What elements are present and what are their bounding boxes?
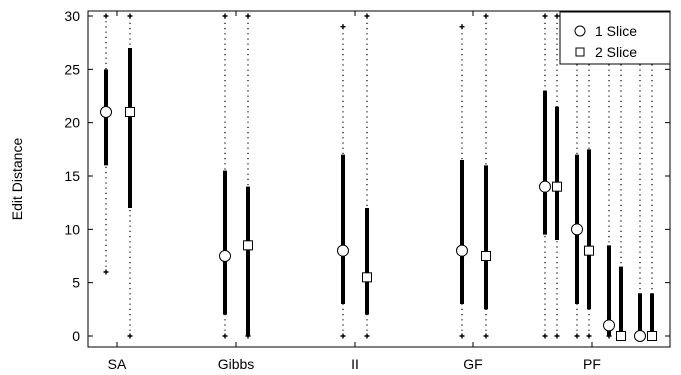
- x-tick-label: II: [351, 356, 359, 372]
- extreme-marker: [340, 333, 346, 339]
- data-marks: [100, 13, 657, 342]
- extreme-marker: [483, 13, 489, 19]
- extreme-marker: [222, 333, 228, 339]
- median-square: [552, 181, 562, 192]
- median-square: [362, 272, 372, 283]
- legend-label-2-slice: 2 Slice: [595, 44, 637, 60]
- extreme-marker: [340, 24, 346, 30]
- y-tick-label: 20: [64, 115, 80, 131]
- y-tick-label: 0: [72, 328, 80, 344]
- box-sa-1-slice: [100, 13, 112, 275]
- y-tick-label: 30: [64, 8, 80, 24]
- median-circle: [219, 250, 231, 262]
- extreme-marker: [364, 13, 370, 19]
- x-axis: SA Gibbs II GF PF: [108, 11, 601, 372]
- extreme-marker: [245, 13, 251, 19]
- y-tick-label: 25: [64, 61, 80, 77]
- extreme-marker: [483, 333, 489, 339]
- box-sa-2-slice: [125, 13, 135, 339]
- plot-area: [87, 10, 671, 348]
- median-square: [647, 331, 657, 341]
- box-ii-1-slice: [337, 24, 349, 339]
- extreme-marker: [459, 333, 465, 339]
- legend-label-1-slice: 1 Slice: [595, 23, 637, 39]
- extreme-marker: [364, 333, 370, 339]
- median-square: [125, 107, 135, 117]
- x-tick-label: GF: [463, 356, 482, 372]
- legend-box: [559, 11, 671, 65]
- box-ii-2-slice: [362, 13, 372, 339]
- box-gf-2-slice: [481, 13, 491, 339]
- extreme-marker: [542, 13, 548, 19]
- box-pf1-1-slice: [539, 13, 551, 339]
- extreme-marker: [554, 13, 560, 19]
- legend-square-marker: [575, 47, 585, 57]
- median-circle: [634, 330, 646, 342]
- median-circle: [603, 319, 615, 332]
- legend: 1 Slice 2 Slice: [559, 11, 671, 65]
- median-square: [243, 240, 253, 251]
- box-pf3-1-slice: [603, 13, 615, 339]
- box-gibbs-1-slice: [219, 13, 231, 339]
- box-pf2-2-slice: [584, 13, 594, 339]
- median-square: [584, 245, 594, 256]
- extreme-marker: [103, 269, 109, 275]
- extreme-marker: [127, 13, 133, 19]
- median-circle: [539, 180, 551, 193]
- y-tick-label: 5: [72, 275, 80, 291]
- legend-circle-marker: [574, 25, 586, 37]
- box-pf1-2-slice: [552, 13, 562, 339]
- extreme-marker: [459, 24, 465, 30]
- y-tick-label: 15: [64, 168, 80, 184]
- y-tick-label: 10: [64, 221, 80, 237]
- extreme-marker: [542, 333, 548, 339]
- median-circle: [456, 244, 468, 257]
- y-axis-label: Edit Distance: [9, 138, 25, 221]
- extreme-marker: [127, 333, 133, 339]
- median-square: [481, 251, 491, 261]
- extreme-marker: [103, 13, 109, 19]
- median-circle: [100, 106, 112, 118]
- median-circle: [337, 244, 349, 257]
- extreme-marker: [586, 333, 592, 339]
- median-circle: [571, 223, 583, 236]
- box-gibbs-2-slice: [243, 13, 253, 339]
- x-tick-label: PF: [583, 356, 601, 372]
- box-gf-1-slice: [456, 24, 468, 339]
- x-tick-label: Gibbs: [218, 356, 255, 372]
- y-axis: 0 5 10 15 20 25 30: [64, 8, 670, 344]
- extreme-marker: [574, 333, 580, 339]
- median-square: [616, 331, 626, 341]
- extreme-marker: [554, 333, 560, 339]
- x-tick-label: SA: [108, 356, 127, 372]
- extreme-marker: [222, 13, 228, 19]
